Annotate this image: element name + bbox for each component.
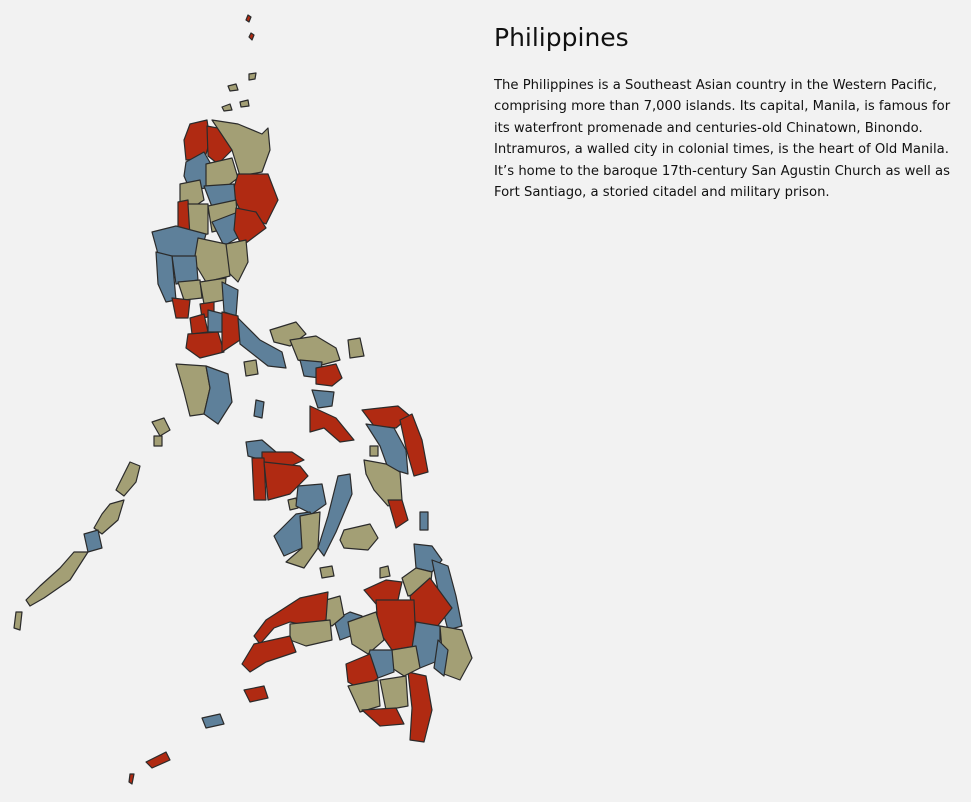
region-negros-oriental[interactable]: [285, 511, 321, 569]
region-pampanga[interactable]: [177, 279, 203, 301]
region-palawan-tip[interactable]: [13, 611, 23, 631]
region-palawan-south[interactable]: [25, 551, 89, 607]
region-palawan-north[interactable]: [115, 461, 141, 497]
region-davao-del-sur[interactable]: [407, 671, 433, 743]
region-biliran[interactable]: [369, 445, 379, 457]
region-bataan[interactable]: [171, 297, 191, 319]
region-batanes-islet[interactable]: [248, 32, 255, 41]
region-cagayan[interactable]: [211, 119, 271, 177]
country-info-panel: Philippines The Philippines is a Southea…: [494, 22, 956, 204]
region-zambales[interactable]: [155, 251, 177, 303]
region-babuyan-islet-4[interactable]: [239, 99, 250, 108]
region-bohol[interactable]: [339, 523, 379, 551]
region-zamboanga-sibugay[interactable]: [241, 635, 297, 673]
region-davao-norte[interactable]: [411, 621, 441, 669]
region-camarines-sur[interactable]: [289, 335, 341, 367]
region-camiguin[interactable]: [379, 565, 391, 579]
region-tawi-tawi[interactable]: [145, 751, 171, 769]
region-batangas[interactable]: [185, 331, 225, 359]
region-zamboanga-norte[interactable]: [253, 591, 329, 645]
region-south-cotabato[interactable]: [379, 675, 409, 711]
region-quezon[interactable]: [221, 311, 241, 353]
region-tawi-tawi-islet[interactable]: [128, 773, 135, 785]
region-palawan-puerto[interactable]: [83, 529, 103, 553]
region-calamian[interactable]: [151, 417, 171, 437]
region-quirino[interactable]: [233, 207, 267, 247]
map-svg: [13, 14, 473, 785]
region-ilocos-norte[interactable]: [183, 119, 211, 161]
region-sarangani[interactable]: [361, 707, 405, 727]
region-southern-leyte[interactable]: [387, 499, 409, 529]
region-iloilo[interactable]: [263, 461, 309, 501]
region-masbate-south[interactable]: [309, 405, 355, 443]
region-dinagat[interactable]: [419, 511, 429, 531]
region-lanao-sur[interactable]: [347, 611, 385, 655]
region-tarlac[interactable]: [171, 255, 199, 285]
region-negros-occidental[interactable]: [295, 483, 327, 515]
region-samar[interactable]: [365, 423, 409, 475]
country-description: The Philippines is a Southeast Asian cou…: [494, 77, 951, 201]
region-babuyan-islet[interactable]: [227, 83, 239, 92]
region-sulu[interactable]: [201, 713, 225, 729]
region-rizal[interactable]: [221, 281, 239, 317]
region-antique[interactable]: [251, 457, 267, 501]
region-marinduque[interactable]: [243, 359, 259, 377]
region-davao-city[interactable]: [391, 645, 421, 677]
region-babuyan-islet-2[interactable]: [248, 72, 257, 81]
region-basilan[interactable]: [243, 685, 269, 703]
region-cuyo[interactable]: [153, 435, 163, 447]
region-compostela-valley[interactable]: [433, 639, 449, 677]
region-quezon-south[interactable]: [237, 317, 287, 369]
region-babuyan-islet-3[interactable]: [221, 103, 233, 112]
region-benguet[interactable]: [187, 203, 209, 237]
region-sultan-kudarat[interactable]: [347, 679, 381, 713]
region-sorsogon[interactable]: [315, 363, 343, 387]
region-eastern-samar[interactable]: [399, 413, 429, 477]
region-siquijor[interactable]: [319, 565, 335, 579]
region-romblon[interactable]: [253, 399, 265, 419]
region-misamis-oriental[interactable]: [363, 579, 403, 605]
region-catanduanes[interactable]: [347, 337, 365, 359]
region-cebu[interactable]: [317, 473, 353, 557]
philippines-map: [13, 14, 473, 785]
region-nueva-ecija[interactable]: [193, 237, 231, 283]
country-title: Philippines: [494, 23, 629, 52]
region-oriental-mindoro[interactable]: [203, 365, 233, 425]
region-zamboanga-sur[interactable]: [289, 619, 333, 647]
region-batanes[interactable]: [245, 14, 252, 23]
region-masbate[interactable]: [311, 389, 335, 409]
region-palawan-central[interactable]: [93, 499, 125, 535]
region-guimaras[interactable]: [287, 497, 299, 511]
